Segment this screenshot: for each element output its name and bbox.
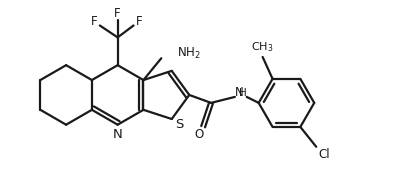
Text: NH$_2$: NH$_2$: [177, 46, 200, 61]
Text: S: S: [175, 118, 183, 132]
Text: O: O: [194, 128, 203, 141]
Text: Cl: Cl: [317, 148, 329, 161]
Text: F: F: [114, 7, 121, 20]
Text: N: N: [234, 86, 243, 100]
Text: F: F: [136, 15, 142, 28]
Text: H: H: [238, 88, 246, 98]
Text: F: F: [90, 15, 97, 28]
Text: CH$_3$: CH$_3$: [251, 40, 273, 54]
Text: N: N: [112, 128, 122, 141]
